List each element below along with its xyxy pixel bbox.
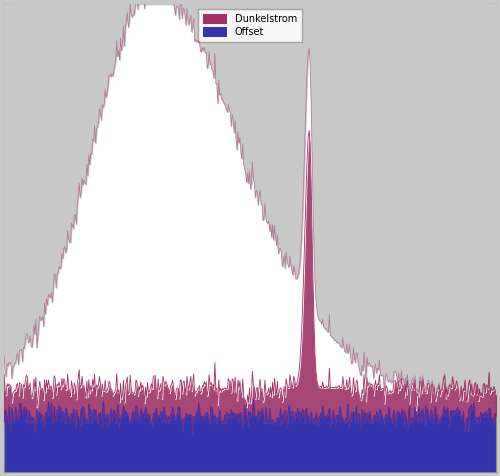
Legend: Dunkelstrom, Offset: Dunkelstrom, Offset (198, 9, 302, 42)
